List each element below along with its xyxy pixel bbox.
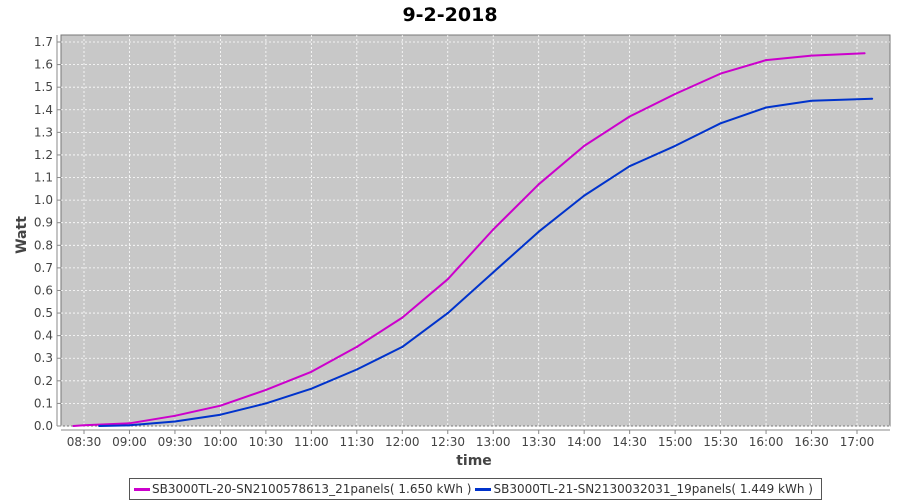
data-point-2 (583, 194, 586, 197)
plot-area (60, 34, 891, 427)
y-tick-label: 0.0 (34, 419, 53, 433)
x-tick-label: 11:30 (340, 435, 375, 449)
data-point-2 (310, 387, 313, 390)
x-tick-label: 16:30 (794, 435, 829, 449)
y-tick-label: 1.6 (34, 58, 53, 72)
data-point-1 (219, 404, 222, 407)
data-point-1 (674, 92, 677, 95)
data-point-1 (72, 425, 75, 427)
legend: SB3000TL-20-SN2100578613_21panels( 1.650… (129, 478, 822, 500)
data-point-2 (446, 312, 449, 315)
y-tick-label: 0.8 (34, 238, 53, 252)
x-tick-label: 10:30 (249, 435, 284, 449)
data-point-2 (173, 420, 176, 423)
series-line-2 (99, 97, 873, 427)
y-tick-label: 0.5 (34, 306, 53, 320)
data-point-2 (219, 413, 222, 416)
data-point-2 (719, 122, 722, 125)
x-tick-label: 15:30 (703, 435, 738, 449)
data-point-1 (310, 370, 313, 373)
legend-label: SB3000TL-20-SN2100578613_21panels( 1.650… (152, 482, 472, 496)
y-tick-label: 1.7 (34, 35, 53, 49)
y-axis-label: Watt (14, 216, 30, 254)
x-tick-label: 16:00 (749, 435, 784, 449)
data-point-1 (446, 278, 449, 281)
legend-label: SB3000TL-21-SN2130032031_19panels( 1.449… (493, 482, 813, 496)
data-point-2 (355, 368, 358, 371)
data-point-2 (128, 424, 131, 427)
legend-item-2: SB3000TL-21-SN2130032031_19panels( 1.449… (475, 482, 813, 496)
data-point-1 (765, 59, 768, 62)
x-tick-label: 11:00 (294, 435, 329, 449)
line-chart: 9-2-2018 0.0 0.1 0.2 0.3 0.4 0.5 0.6 0.7 0.8 0.9 1… (14, 4, 891, 469)
data-point-2 (264, 402, 267, 405)
data-point-2 (98, 425, 101, 427)
x-tick-label: 09:00 (112, 435, 147, 449)
legend-swatch (475, 487, 492, 491)
x-tick-label: 14:00 (567, 435, 602, 449)
x-tick-label: 12:00 (385, 435, 420, 449)
y-tick-label: 0.7 (34, 261, 53, 275)
y-tick-label: 1.3 (34, 125, 53, 139)
x-tick-label: 14:30 (612, 435, 647, 449)
x-tick-label: 17:00 (840, 435, 875, 449)
y-tick-label: 0.3 (34, 351, 53, 365)
data-point-1 (83, 424, 85, 427)
x-axis-label: time (456, 453, 492, 469)
data-point-1 (537, 183, 540, 186)
data-point-2 (765, 106, 768, 109)
x-tick-label: 15:00 (658, 435, 693, 449)
x-tick-label: 12:30 (430, 435, 465, 449)
data-point-1 (863, 52, 866, 55)
data-point-2 (810, 99, 813, 102)
data-point-1 (264, 388, 267, 391)
data-point-2 (628, 165, 631, 168)
data-point-1 (719, 72, 722, 75)
x-tick-label: 13:00 (476, 435, 511, 449)
y-tick-label: 0.9 (34, 216, 53, 230)
x-tick-label: 10:00 (203, 435, 238, 449)
data-point-1 (810, 54, 813, 57)
y-tick-label: 0.6 (34, 283, 53, 297)
y-tick-label: 0.1 (34, 396, 53, 410)
data-point-1 (401, 316, 404, 319)
data-point-1 (583, 144, 586, 147)
y-tick-label: 1.1 (34, 171, 53, 185)
y-tick-label: 1.4 (34, 103, 53, 117)
legend-swatch (134, 487, 150, 491)
chart-title: 9-2-2018 (402, 4, 497, 26)
x-tick-label: 08:30 (67, 435, 102, 449)
y-tick-label: 1.0 (34, 193, 53, 207)
y-tick-label: 0.4 (34, 329, 53, 343)
data-point-1 (173, 414, 176, 417)
data-point-1 (128, 422, 131, 425)
x-tick-label: 09:30 (158, 435, 193, 449)
data-point-1 (355, 345, 358, 348)
data-point-2 (537, 230, 540, 233)
data-point-2 (492, 271, 495, 274)
y-tick-label: 0.2 (34, 374, 53, 388)
data-point-1 (628, 115, 631, 118)
y-tick-label: 1.2 (34, 148, 53, 162)
data-point-2 (871, 97, 874, 100)
data-point-1 (492, 228, 495, 231)
y-tick-label: 1.5 (34, 80, 53, 94)
legend-item-1: SB3000TL-20-SN2100578613_21panels( 1.650… (134, 482, 471, 496)
x-tick-label: 13:30 (521, 435, 556, 449)
data-point-2 (674, 144, 677, 147)
data-point-2 (401, 345, 404, 348)
